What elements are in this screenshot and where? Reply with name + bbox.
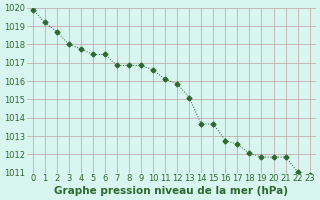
X-axis label: Graphe pression niveau de la mer (hPa): Graphe pression niveau de la mer (hPa)	[54, 186, 288, 196]
